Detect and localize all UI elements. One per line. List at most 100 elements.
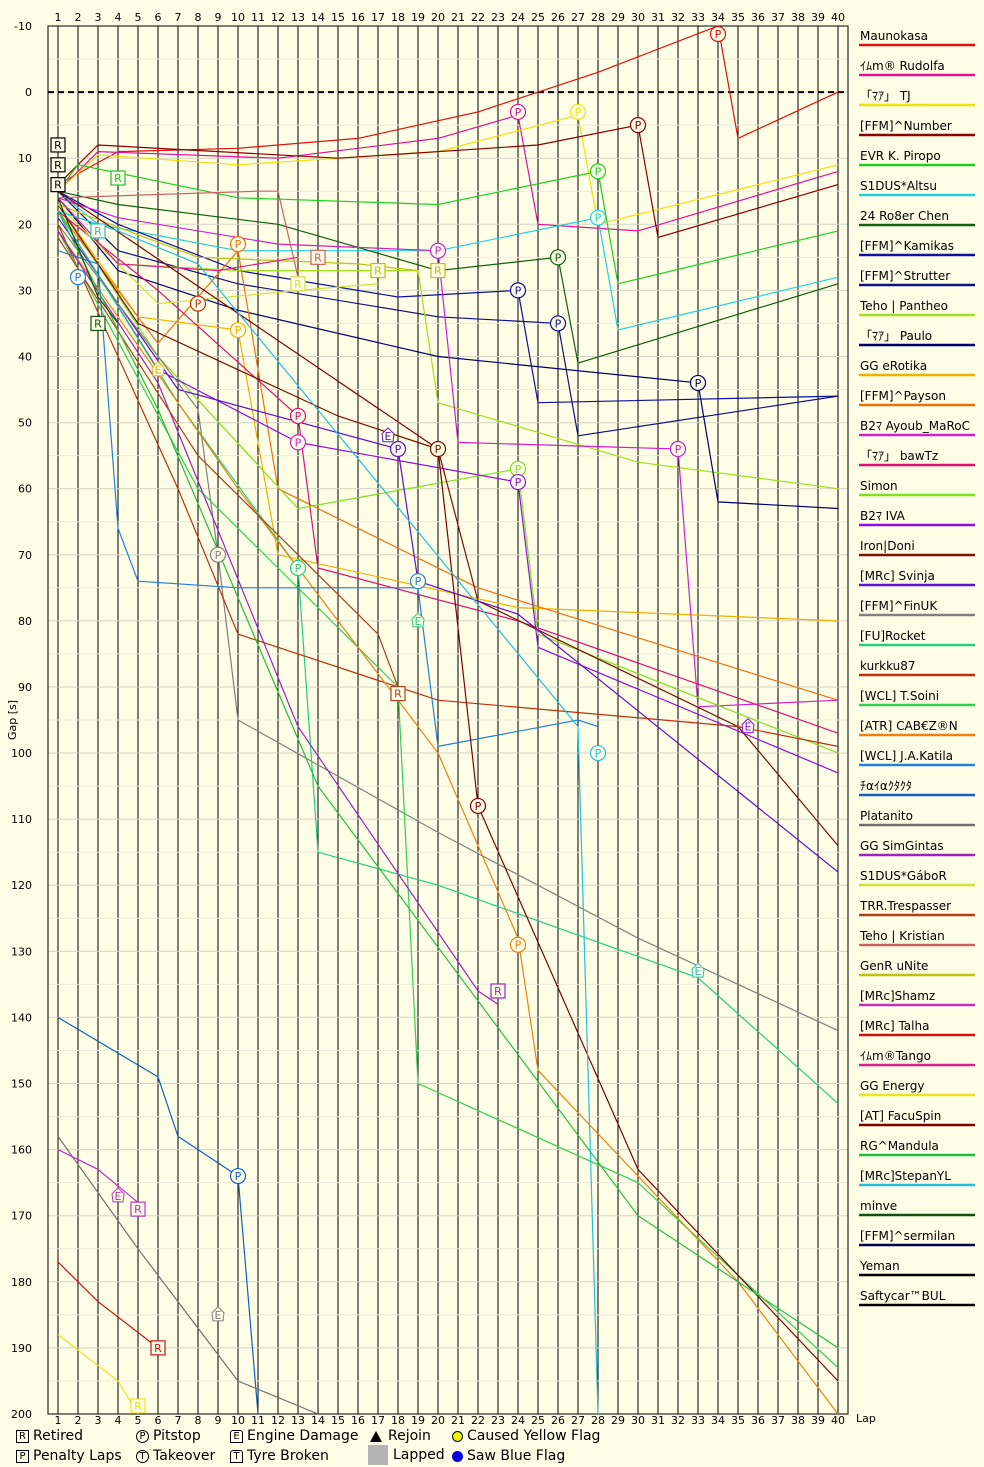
x-tick-label-top: 28 bbox=[591, 11, 605, 24]
y-tick-label: 130 bbox=[11, 945, 32, 958]
retired-marker-box bbox=[370, 262, 386, 279]
marker-letter: R bbox=[114, 172, 122, 185]
series-line bbox=[57, 217, 839, 873]
marker-letter: R bbox=[134, 1400, 142, 1413]
driver-name: B2ﾏ IVA bbox=[860, 509, 906, 523]
x-tick-label-top: 40 bbox=[831, 11, 845, 24]
y-tick-label: 120 bbox=[11, 879, 32, 892]
marker-P: P bbox=[629, 117, 647, 134]
x-tick-label-bottom: 3 bbox=[95, 1414, 102, 1424]
marker-P: P bbox=[289, 434, 307, 451]
x-tick-label-bottom: 16 bbox=[351, 1414, 365, 1424]
series-line bbox=[57, 224, 839, 747]
x-tick-label-top: 22 bbox=[471, 11, 485, 24]
x-tick-label-top: 18 bbox=[391, 11, 405, 24]
x-tick-label-bottom: 20 bbox=[431, 1414, 445, 1424]
legend-tyre-broken: T Tyre Broken bbox=[230, 1448, 329, 1464]
x-tick-label-top: 12 bbox=[271, 11, 285, 24]
x-tick-label-bottom: 5 bbox=[135, 1414, 142, 1424]
y-tick-label: 30 bbox=[18, 284, 32, 297]
series-line bbox=[57, 1149, 139, 1203]
engine-marker-shape bbox=[381, 427, 395, 443]
blue-flag-icon bbox=[452, 1450, 463, 1462]
marker-letter: P bbox=[515, 463, 522, 476]
x-tick-label-bottom: 34 bbox=[711, 1414, 725, 1424]
marker-P: P bbox=[69, 269, 87, 286]
x-tick-label-bottom: 24 bbox=[511, 1414, 525, 1424]
marker-letter: P bbox=[295, 436, 302, 449]
marker-letter: E bbox=[215, 1309, 222, 1322]
marker-R: R bbox=[130, 1398, 146, 1414]
marker-letter: P bbox=[215, 549, 222, 562]
x-tick-label-top: 29 bbox=[611, 11, 625, 24]
y-tick-label: 0 bbox=[25, 86, 32, 99]
pitstop-marker-circle bbox=[189, 295, 207, 312]
series-line bbox=[57, 197, 839, 708]
marker-E: E bbox=[691, 962, 705, 978]
retired-marker-box bbox=[310, 249, 326, 265]
marker-R: R bbox=[150, 1340, 166, 1356]
driver-name: S1DUS*GáboR bbox=[860, 869, 947, 883]
marker-P: P bbox=[549, 249, 567, 266]
series-line bbox=[57, 114, 839, 232]
driver-legend: Maunokasa ｲﾑm® Rudolfa 「ﾏｱ」 TJ [FFM]^Number… bbox=[859, 29, 975, 1307]
driver-name: [AT] FacuSpin bbox=[860, 1109, 941, 1123]
x-tick-label-bottom: 10 bbox=[231, 1414, 245, 1424]
x-tick-label-top: 3 bbox=[95, 11, 102, 24]
marker-R: R bbox=[50, 157, 66, 173]
x-tick-label-top: 16 bbox=[351, 11, 365, 24]
engine-marker-shape bbox=[211, 1306, 225, 1322]
marker-letter: E bbox=[115, 1190, 122, 1203]
event-legend: R Retired P Pitstop E Engine Damage Rejo… bbox=[0, 1424, 984, 1467]
driver-name: TRR.Trespasser bbox=[859, 899, 951, 913]
retired-marker-box bbox=[110, 170, 126, 186]
pitstop-marker-circle bbox=[409, 573, 427, 590]
legend-caused-yellow: Caused Yellow Flag bbox=[452, 1428, 600, 1444]
x-tick-label-bottom: 25 bbox=[531, 1414, 545, 1424]
legend-retired: R Retired bbox=[16, 1428, 83, 1444]
driver-name: minve bbox=[860, 1199, 897, 1213]
marker-letter: R bbox=[54, 159, 62, 172]
driver-name: Iron|Doni bbox=[860, 539, 915, 553]
legend-penalty: P Penalty Laps bbox=[16, 1448, 122, 1464]
marker-P: P bbox=[409, 573, 427, 590]
plot-frame bbox=[47, 25, 849, 1415]
x-tick-labels: 1122334455667788991010111112121313141415… bbox=[55, 11, 846, 1424]
marker-R: R bbox=[130, 1201, 146, 1217]
marker-P: P bbox=[209, 546, 227, 563]
pitstop-marker-circle bbox=[509, 103, 527, 121]
marker-letter: E bbox=[695, 965, 702, 978]
takeover-icon: T bbox=[136, 1449, 149, 1463]
x-tick-label-bottom: 6 bbox=[155, 1414, 162, 1424]
driver-name: GG SimGintas bbox=[860, 839, 944, 853]
marker-letter: P bbox=[235, 238, 242, 251]
pitstop-marker-circle bbox=[229, 236, 247, 253]
x-tick-label-top: 25 bbox=[531, 11, 545, 24]
marker-P: P bbox=[469, 797, 487, 815]
engine-damage-icon: E bbox=[230, 1429, 243, 1443]
y-tick-labels: -10 0 10 20 30 40 50 60 70 80 90 100 110 120 130 140 150… bbox=[11, 20, 32, 1421]
driver-name: [MRc] Talha bbox=[860, 1019, 929, 1033]
marker-letter: P bbox=[435, 245, 442, 258]
y-tick-label: -10 bbox=[14, 20, 32, 33]
penalty-icon: P bbox=[16, 1449, 29, 1463]
legend-tyre-broken-label: Tyre Broken bbox=[247, 1448, 329, 1464]
x-tick-label-bottom: 31 bbox=[651, 1414, 665, 1424]
x-tick-label-top: 33 bbox=[691, 11, 705, 24]
marker-letter: R bbox=[154, 1342, 162, 1355]
marker-P: P bbox=[229, 1167, 247, 1185]
engine-marker-shape bbox=[111, 1187, 125, 1203]
x-tick-label-top: 2 bbox=[75, 11, 82, 24]
legend-pitstop-label: Pitstop bbox=[153, 1428, 201, 1444]
driver-name: ｲﾑm®Tango bbox=[860, 1049, 931, 1063]
retired-marker-box bbox=[50, 137, 66, 153]
marker-P: P bbox=[589, 209, 607, 226]
marker-letter: P bbox=[415, 575, 422, 588]
pitstop-marker-circle bbox=[509, 282, 527, 299]
marker-P: P bbox=[569, 103, 587, 121]
y-tick-label: 110 bbox=[11, 813, 32, 826]
driver-name: ｲﾑm® Rudolfa bbox=[860, 59, 945, 73]
y-tick-label: 50 bbox=[18, 417, 32, 430]
marker-letter: P bbox=[395, 443, 402, 456]
series-line bbox=[57, 210, 839, 701]
